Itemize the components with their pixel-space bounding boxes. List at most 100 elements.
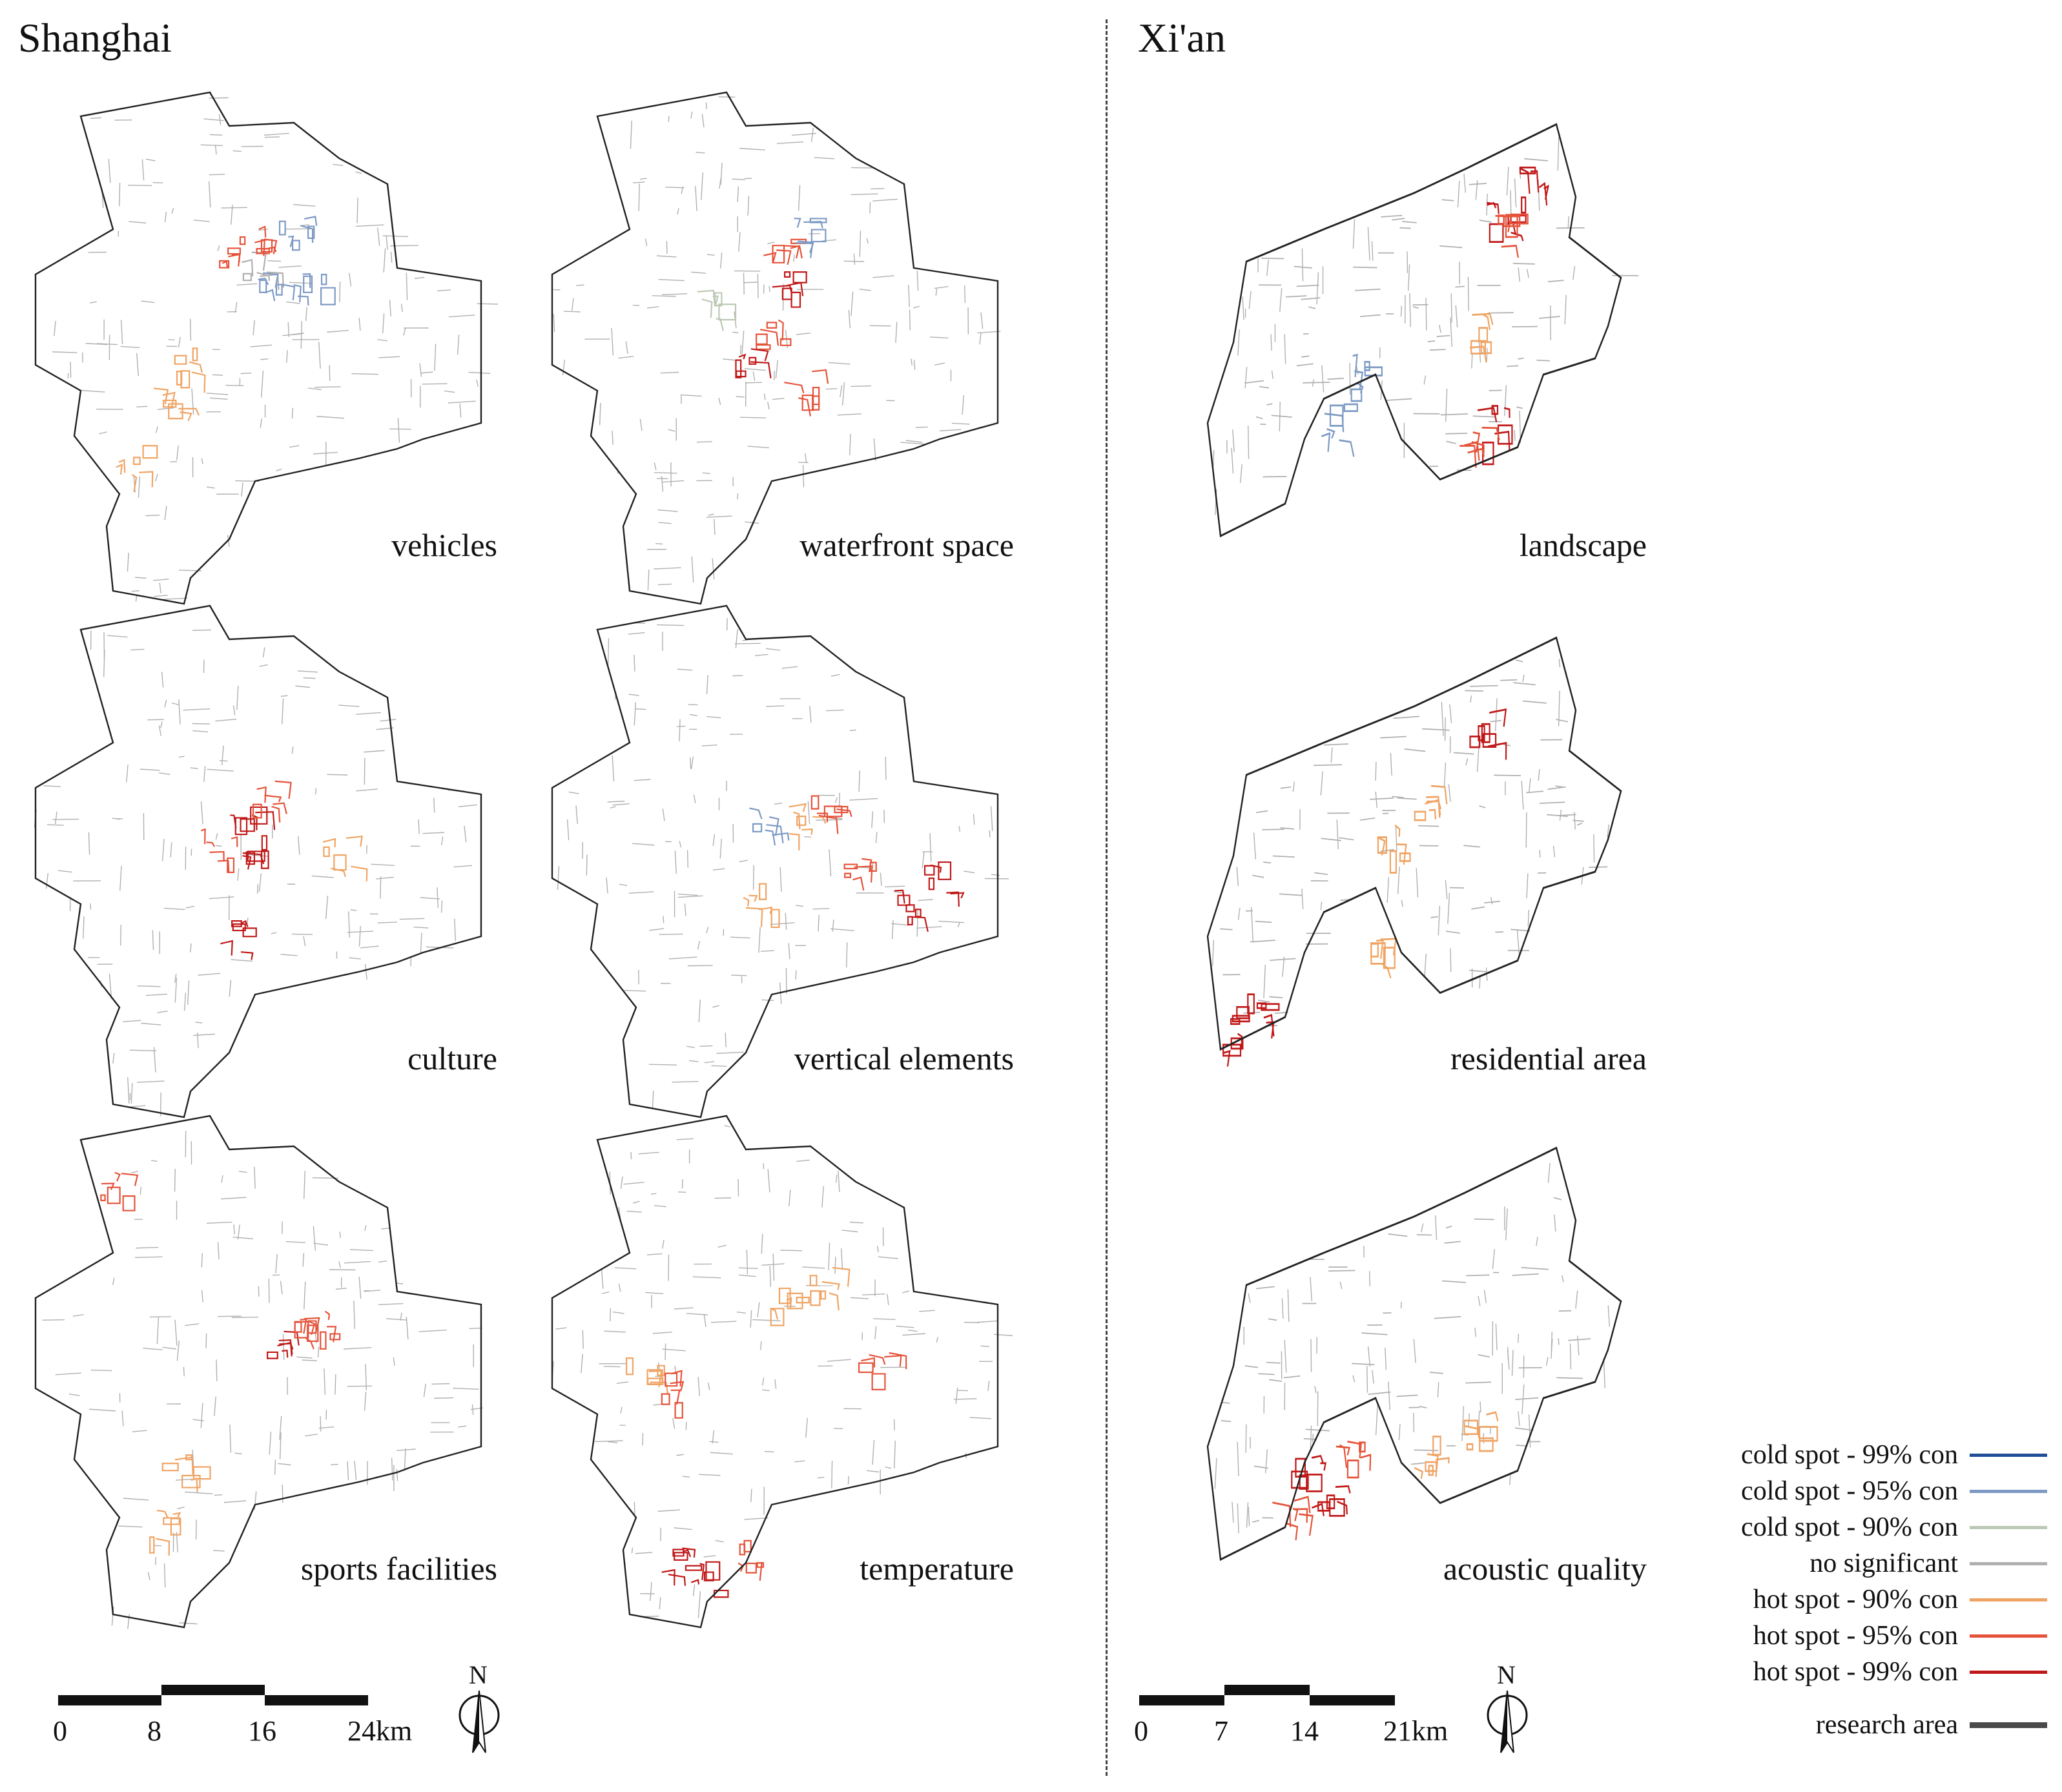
street-segment [178, 756, 185, 758]
spot-segment [1510, 213, 1529, 225]
street-segment [338, 1261, 341, 1268]
street-segment [1558, 814, 1576, 816]
street-segment [750, 1488, 752, 1503]
spot-segment [142, 445, 158, 459]
spot-segment [787, 1292, 803, 1310]
street-segment [1527, 909, 1530, 927]
street-segment [830, 674, 840, 677]
spot-segment [661, 1569, 675, 1586]
street-segment [147, 1572, 150, 1581]
spot-segment [897, 894, 911, 906]
spot-segment [852, 876, 865, 891]
spot-segment [1306, 1474, 1323, 1492]
street-segment [666, 241, 668, 254]
street-segment [259, 664, 268, 667]
street-segment [832, 920, 834, 932]
spot-segment [1377, 836, 1386, 856]
spot-segment [1299, 1513, 1314, 1536]
street-segment [237, 868, 240, 881]
street-segment [236, 283, 258, 286]
street-segment [201, 1290, 204, 1303]
street-segment [663, 480, 685, 483]
street-segment [335, 1374, 336, 1395]
street-segment [303, 936, 306, 947]
street-segment [45, 873, 49, 889]
street-segment [907, 1329, 918, 1332]
street-segment [934, 362, 945, 366]
map-panel-acoustic-quality: acoustic quality [1182, 1120, 1647, 1601]
street-segment [625, 341, 628, 354]
street-segment [1248, 425, 1250, 459]
street-segment [843, 260, 865, 262]
spot-segment [1294, 1508, 1308, 1523]
street-segment [221, 1197, 247, 1200]
spot-segment [907, 916, 913, 925]
spot-segment [1337, 1501, 1348, 1515]
street-segment [215, 719, 237, 722]
spot-segment [1247, 993, 1255, 1014]
street-segment [1551, 1332, 1552, 1352]
street-segment [866, 1470, 880, 1473]
street-segment [1280, 827, 1294, 830]
north-arrow-xian: N [1485, 1660, 1531, 1756]
street-segment [1280, 786, 1291, 789]
street-segment [191, 849, 192, 856]
street-segment [200, 1403, 203, 1428]
street-segment [238, 1171, 247, 1173]
street-segment [201, 458, 204, 464]
street-segment [744, 368, 766, 371]
street-segment [380, 719, 397, 722]
street-segment [275, 1253, 278, 1273]
street-segment [1284, 1339, 1287, 1373]
street-segment [391, 1457, 393, 1481]
street-segment [1232, 429, 1235, 453]
map-graphic [551, 1115, 1013, 1629]
street-segment [437, 289, 451, 292]
street-segment [344, 1261, 371, 1264]
street-segment [291, 407, 294, 419]
street-segment [1263, 861, 1272, 864]
street-segment [878, 1256, 898, 1259]
panel-label: residential area [1450, 1040, 1647, 1076]
street-segment [1296, 284, 1319, 287]
legend-label: cold spot - 90% con [1741, 1512, 1958, 1542]
street-segment [668, 956, 697, 960]
street-segment [420, 932, 422, 954]
street-segment [834, 816, 843, 820]
street-segment [217, 1242, 220, 1260]
street-segment [1375, 791, 1377, 808]
street-segment [313, 451, 338, 455]
street-segment [659, 1597, 661, 1610]
street-segment [744, 1517, 768, 1520]
street-segment [1282, 956, 1285, 977]
spot-segment [265, 289, 276, 302]
street-segment [710, 1452, 733, 1455]
spot-segment [812, 816, 827, 824]
street-segment [464, 825, 467, 843]
street-segment [869, 202, 871, 214]
spot-segment [832, 1266, 851, 1287]
street-segment [633, 181, 645, 183]
street-segment [930, 336, 949, 339]
street-segment [143, 1347, 163, 1350]
street-segment [656, 255, 677, 258]
street-segment [1526, 269, 1529, 278]
spot-segment [1436, 1457, 1450, 1464]
street-segment [1469, 183, 1487, 185]
street-segment [874, 1326, 877, 1339]
street-segment [720, 163, 723, 185]
panel-label: vertical elements [794, 1040, 1014, 1076]
street-segment [653, 1403, 661, 1406]
map-graphic [1206, 1146, 1622, 1561]
spot-segment [748, 894, 758, 902]
street-segment [703, 1555, 716, 1558]
street-segment [1528, 1414, 1531, 1448]
spot-segment [750, 361, 772, 379]
spot-segment [1428, 808, 1437, 820]
street-segment [404, 1448, 406, 1471]
street-segment [706, 716, 721, 719]
street-segment [1455, 285, 1465, 288]
street-segment [333, 163, 344, 167]
street-segment [119, 865, 122, 891]
spot-segment [792, 271, 807, 283]
